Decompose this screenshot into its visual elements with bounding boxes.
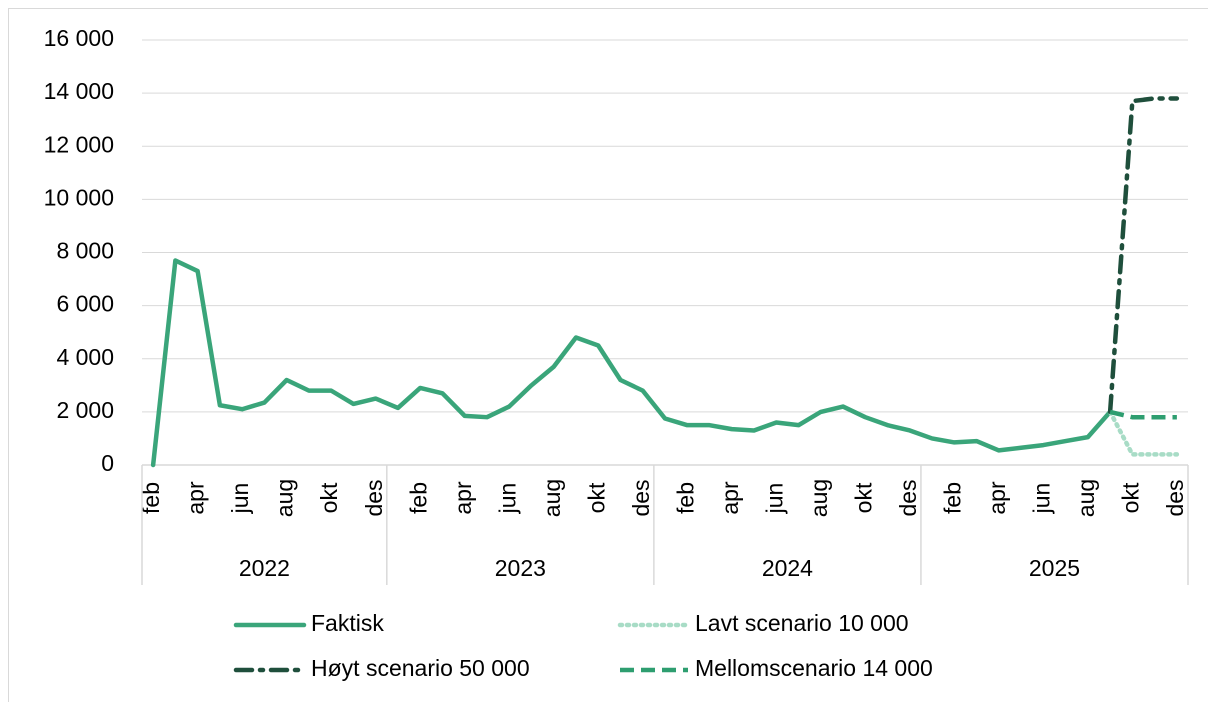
x-tick-label: jun (761, 483, 787, 515)
x-tick-label: okt (583, 482, 609, 513)
legend-label: Høyt scenario 50 000 (311, 655, 530, 681)
series-line (1109, 409, 1177, 420)
y-tick-label: 14 000 (44, 78, 114, 104)
legend-label: Mellomscenario 14 000 (695, 655, 933, 681)
x-tick-label: aug (539, 479, 565, 517)
series-line (1107, 96, 1180, 415)
x-tick-label: okt (850, 482, 876, 513)
year-label: 2025 (1029, 555, 1080, 581)
x-tick-label: apr (183, 481, 209, 515)
x-tick-label: aug (806, 479, 832, 517)
x-tick-label: des (1162, 479, 1188, 516)
legend-label: Faktisk (311, 610, 384, 636)
y-tick-label: 6 000 (56, 291, 114, 317)
x-tick-label: apr (717, 481, 743, 515)
y-tick-label: 0 (101, 450, 114, 476)
y-tick-label: 8 000 (56, 238, 114, 264)
legend-label: Lavt scenario 10 000 (695, 610, 909, 636)
series-line (1107, 409, 1180, 457)
x-tick-label: aug (1073, 479, 1099, 517)
x-tick-label: feb (939, 482, 965, 514)
x-tick-label: des (895, 479, 921, 516)
year-label: 2024 (762, 555, 813, 581)
x-tick-label: jun (494, 483, 520, 515)
y-tick-label: 10 000 (44, 184, 114, 210)
x-tick-label: jun (1028, 483, 1054, 515)
y-tick-label: 2 000 (56, 397, 114, 423)
x-tick-label: feb (672, 482, 698, 514)
x-tick-label: apr (450, 481, 476, 515)
x-tick-label: des (628, 479, 654, 516)
year-label: 2023 (495, 555, 546, 581)
x-tick-label: apr (984, 481, 1010, 515)
series-line (150, 258, 1113, 468)
x-tick-label: des (361, 479, 387, 516)
x-tick-label: jun (227, 483, 253, 515)
x-tick-label: feb (405, 482, 431, 514)
y-tick-label: 4 000 (56, 344, 114, 370)
y-tick-label: 16 000 (44, 25, 114, 51)
x-tick-label: okt (316, 482, 342, 513)
x-tick-label: okt (1117, 482, 1143, 513)
x-tick-label: aug (272, 479, 298, 517)
y-tick-label: 12 000 (44, 131, 114, 157)
chart-frame (8, 8, 1208, 702)
year-label: 2022 (239, 555, 290, 581)
